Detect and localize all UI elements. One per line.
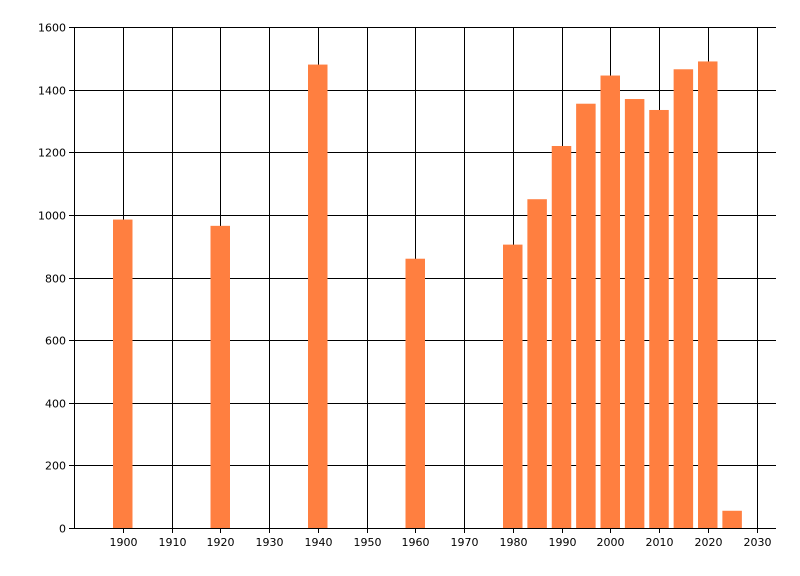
y-tick-label-200: 200 [45, 460, 66, 473]
bar-2020 [698, 61, 718, 528]
x-tick-label-2030: 2030 [744, 536, 772, 549]
x-tick-label-1930: 1930 [256, 536, 284, 549]
bar-1980 [503, 244, 523, 528]
bar-1960 [405, 258, 425, 528]
bars [113, 61, 742, 529]
y-tick-label-600: 600 [45, 335, 66, 348]
bar-2015 [673, 69, 694, 528]
bar-2005 [624, 99, 645, 529]
x-tick-label-1920: 1920 [207, 536, 235, 549]
bar-2025 [722, 510, 742, 528]
x-tick-label-1940: 1940 [305, 536, 333, 549]
x-tick-label-2000: 2000 [597, 536, 625, 549]
bar-1940 [308, 64, 328, 528]
x-tick-label-1960: 1960 [402, 536, 430, 549]
bar-2010 [649, 109, 669, 529]
x-tick-label-1950: 1950 [354, 536, 382, 549]
y-tick-label-1000: 1000 [38, 210, 66, 223]
y-tick-label-0: 0 [59, 523, 66, 536]
bar-1985 [527, 199, 547, 528]
x-tick-label-1980: 1980 [500, 536, 528, 549]
x-tick-label-1990: 1990 [549, 536, 577, 549]
y-tick-label-1200: 1200 [38, 147, 66, 160]
axes [69, 27, 776, 533]
tick-labels: 0 200 400 600 800 1000 1200 1400 1600 1900 1910 192… [38, 22, 772, 550]
bar-2000 [600, 75, 620, 529]
y-tick-label-1400: 1400 [38, 85, 66, 98]
bar-1995 [576, 103, 596, 528]
bar-1990 [551, 145, 572, 529]
y-tick-label-400: 400 [45, 398, 66, 411]
x-tick-label-1900: 1900 [110, 536, 138, 549]
x-tick-label-1970: 1970 [451, 536, 479, 549]
x-tick-label-2020: 2020 [695, 536, 723, 549]
x-tick-label-1910: 1910 [159, 536, 187, 549]
bar-1900 [113, 219, 133, 528]
y-tick-label-800: 800 [45, 273, 66, 286]
bar-1920 [210, 225, 230, 528]
x-tick-label-2010: 2010 [646, 536, 674, 549]
y-tick-label-1600: 1600 [38, 22, 66, 35]
